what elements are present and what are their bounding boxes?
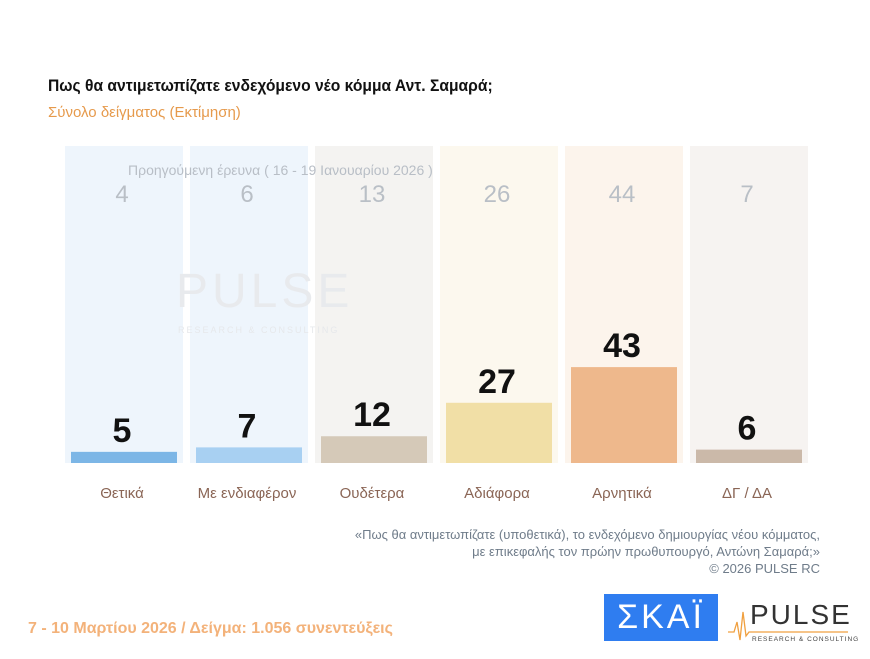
bar bbox=[571, 367, 677, 463]
bar bbox=[196, 447, 302, 463]
copyright: © 2026 PULSE RC bbox=[709, 561, 820, 576]
column-background bbox=[65, 146, 183, 463]
svg-text:PULSE: PULSE bbox=[750, 599, 852, 630]
pulse-logo: PULSE RESEARCH & CONSULTING bbox=[728, 599, 858, 643]
bar bbox=[446, 402, 552, 463]
chart-subtitle: Σύνολο δείγματος (Εκτίμηση) bbox=[48, 104, 241, 121]
previous-value-label: 13 bbox=[359, 181, 386, 208]
category-label: Με ενδιαφέρον bbox=[197, 485, 297, 502]
value-label: 12 bbox=[353, 396, 391, 434]
survey-dates-sample: 7 - 10 Μαρτίου 2026 / Δείγμα: 1.056 συνε… bbox=[28, 620, 393, 637]
bar bbox=[321, 436, 427, 463]
pulse-watermark: PULSE bbox=[176, 265, 353, 318]
category-label: Αδιάφορα bbox=[464, 485, 530, 502]
category-label: Ουδέτερα bbox=[339, 485, 405, 502]
skai-logo: ΣΚΑΪ bbox=[604, 594, 718, 641]
note-line: με επικεφαλής τον πρώην πρωθυπουργό, Αντ… bbox=[472, 544, 820, 559]
column-background bbox=[690, 146, 808, 463]
previous-value-label: 44 bbox=[609, 181, 636, 208]
previous-value-label: 7 bbox=[740, 181, 753, 208]
value-label: 27 bbox=[478, 363, 516, 401]
previous-value-label: 4 bbox=[115, 181, 128, 208]
pulse-watermark-sub: RESEARCH & CONSULTING bbox=[178, 325, 339, 335]
column-background bbox=[315, 146, 433, 463]
previous-value-label: 6 bbox=[240, 181, 253, 208]
value-label: 7 bbox=[238, 407, 257, 445]
previous-value-label: 26 bbox=[484, 181, 511, 208]
bar bbox=[696, 449, 802, 463]
category-label: ΔΓ / ΔΑ bbox=[722, 485, 772, 502]
note-line: «Πως θα αντιμετωπίζατε (υποθετικά), το ε… bbox=[354, 527, 820, 542]
value-label: 6 bbox=[738, 410, 757, 448]
previous-survey-label: Προηγούμενη έρευνα ( 16 - 19 Ιανουαρίου … bbox=[128, 162, 433, 178]
chart-title: Πως θα αντιμετωπίζατε ενδεχόμενο νέο κόμ… bbox=[48, 76, 493, 95]
bar-chart: 4 5 6 7 13 12 26 27 44 43 7 6 PULSE RESEARCH & CONSUL… bbox=[65, 146, 808, 463]
value-label: 5 bbox=[113, 412, 132, 450]
column-background bbox=[190, 146, 308, 463]
value-label: 43 bbox=[603, 327, 641, 365]
bar bbox=[71, 451, 177, 463]
category-label: Θετικά bbox=[100, 485, 144, 502]
question-note: «Πως θα αντιμετωπίζατε (υποθετικά), το ε… bbox=[355, 526, 820, 577]
svg-text:RESEARCH & CONSULTING: RESEARCH & CONSULTING bbox=[752, 636, 858, 643]
category-label: Αρνητικά bbox=[592, 485, 652, 502]
